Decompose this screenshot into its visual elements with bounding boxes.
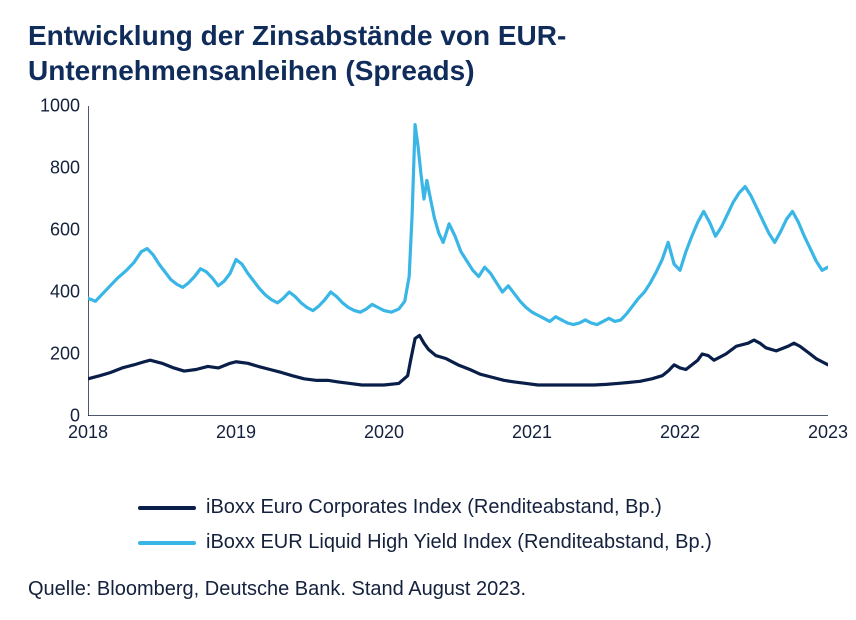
y-tick-label: 400 <box>50 282 80 303</box>
series-line <box>88 125 828 325</box>
line-chart-svg <box>88 106 828 416</box>
y-tick-label: 600 <box>50 220 80 241</box>
legend-swatch-icon <box>138 541 196 545</box>
legend-swatch-icon <box>138 506 196 510</box>
chart-legend: iBoxx Euro Corporates Index (Renditeabst… <box>138 496 828 554</box>
x-tick-label: 2018 <box>68 422 108 443</box>
chart-title: Entwicklung der Zinsabstände von EUR-Unt… <box>28 18 828 88</box>
x-tick-label: 2023 <box>808 422 848 443</box>
x-tick-label: 2021 <box>512 422 552 443</box>
y-tick-label: 200 <box>50 344 80 365</box>
x-tick-label: 2019 <box>216 422 256 443</box>
legend-label: iBoxx Euro Corporates Index (Renditeabst… <box>206 496 662 519</box>
legend-label: iBoxx EUR Liquid High Yield Index (Rendi… <box>206 531 712 554</box>
legend-item: iBoxx Euro Corporates Index (Renditeabst… <box>138 496 828 519</box>
y-tick-label: 800 <box>50 158 80 179</box>
chart-area: 02004006008001000 2018201920202021202220… <box>28 106 828 446</box>
source-caption: Quelle: Bloomberg, Deutsche Bank. Stand … <box>28 578 828 601</box>
x-tick-label: 2020 <box>364 422 404 443</box>
series-line <box>88 335 828 385</box>
x-tick-label: 2022 <box>660 422 700 443</box>
y-tick-label: 1000 <box>40 96 80 117</box>
legend-item: iBoxx EUR Liquid High Yield Index (Rendi… <box>138 531 828 554</box>
